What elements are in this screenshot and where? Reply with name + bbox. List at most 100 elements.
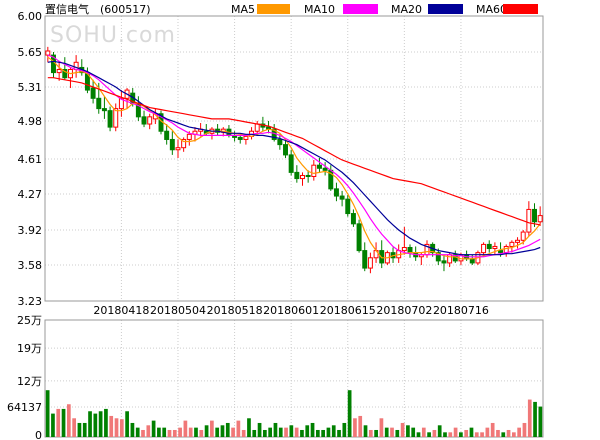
volume-bar [384, 427, 389, 437]
volume-bar [459, 432, 463, 437]
volume-bar [151, 420, 156, 437]
volume-bar [183, 420, 188, 437]
candle-body [118, 97, 124, 110]
candle-body [254, 123, 260, 132]
volume-bar [130, 422, 135, 437]
volume-bar [480, 432, 484, 437]
volume-bar [220, 425, 225, 437]
candle-body [277, 138, 283, 146]
volume-bar [501, 432, 506, 437]
volume-bar [326, 427, 331, 437]
candle-body [101, 108, 107, 112]
stock-code: (600517) [100, 3, 151, 16]
date-tick-label: 20180702 [376, 304, 432, 317]
volume-bar [82, 422, 87, 437]
volume-bar [278, 427, 283, 437]
volume-bar [162, 427, 167, 437]
legend-ma60-swatch [503, 4, 538, 14]
volume-bar [93, 413, 98, 437]
date-tick-label: 20180418 [93, 304, 149, 317]
candle-body [515, 239, 521, 243]
volume-bar [72, 418, 76, 437]
ma-line-ma5 [47, 56, 541, 260]
candle-body [339, 195, 345, 200]
volume-bar [464, 429, 469, 437]
candlestick-series [45, 46, 543, 274]
price-tick-label: 6.00 [18, 10, 43, 23]
volume-bar [66, 404, 71, 437]
volume-bar [485, 427, 490, 437]
volume-bar [257, 422, 262, 437]
candle-body [526, 208, 532, 233]
volume-bar-series [45, 390, 543, 437]
volume-bar [210, 420, 214, 437]
date-tick-label: 20180601 [263, 304, 319, 317]
volume-bar [157, 427, 161, 437]
candle-body [498, 250, 504, 254]
volume-bar [284, 427, 288, 437]
volume-bar [358, 415, 363, 437]
volume-bar [289, 425, 294, 437]
volume-bar [443, 432, 447, 437]
volume-bar [533, 401, 537, 437]
candle-body [520, 231, 526, 241]
volume-bar [374, 429, 378, 437]
volume-bar [167, 429, 172, 437]
candle-body [481, 243, 487, 254]
date-tick-label: 20180518 [207, 304, 263, 317]
candle-body [407, 246, 413, 254]
volume-bar [490, 422, 495, 437]
volume-tick-label: 12万 [17, 375, 42, 388]
volume-bar [395, 429, 400, 437]
sohu-watermark: SOHU.com [50, 23, 176, 48]
volume-bar [432, 429, 437, 437]
volume-bar [51, 413, 55, 437]
volume-bar [469, 427, 474, 437]
volume-bar [104, 408, 108, 437]
price-tick-label: 4.27 [18, 188, 43, 201]
volume-tick-label: 0 [35, 429, 42, 440]
volume-bar [114, 418, 119, 437]
volume-bar [172, 429, 177, 437]
volume-bar [427, 432, 431, 437]
volume-bar [225, 422, 230, 437]
date-tick-label: 20180504 [150, 304, 206, 317]
volume-bar [263, 429, 267, 437]
volume-bar [273, 422, 278, 437]
volume-bar [125, 411, 129, 437]
price-y-axis: 6.00 5.65 5.31 4.98 4.61 4.27 3.92 3.58 … [18, 10, 43, 308]
volume-bar [194, 427, 198, 437]
candle-body [362, 250, 368, 269]
candle-body [96, 97, 102, 110]
candle-body [237, 136, 243, 140]
candle-body [316, 164, 322, 169]
candle-body [294, 171, 300, 180]
candle-body [492, 245, 498, 250]
volume-bar [337, 429, 341, 437]
candle-body [486, 243, 492, 250]
volume-bar [321, 429, 325, 437]
volume-bar [146, 425, 151, 437]
volume-bar [512, 432, 516, 437]
volume-bar [77, 422, 82, 437]
volume-bar [342, 422, 347, 437]
price-panel-frame [44, 15, 544, 302]
candle-body [186, 133, 192, 140]
candle-body [175, 147, 181, 151]
candle-body [537, 215, 543, 223]
volume-bar [247, 418, 251, 437]
date-x-axis: 20180418 20180504 20180518 20180601 2018… [93, 304, 489, 317]
volume-bar [411, 427, 416, 437]
candle-body [141, 116, 147, 125]
volume-bar [199, 429, 204, 437]
candle-body [503, 245, 509, 254]
candle-body [322, 167, 328, 171]
volume-bar [119, 419, 124, 437]
date-tick-label: 20180615 [320, 304, 376, 317]
volume-bar [305, 425, 310, 437]
volume-bar [448, 432, 453, 437]
volume-tick-label: 64137 [7, 401, 42, 414]
candle-body [435, 252, 441, 262]
moving-average-lines [47, 54, 541, 260]
